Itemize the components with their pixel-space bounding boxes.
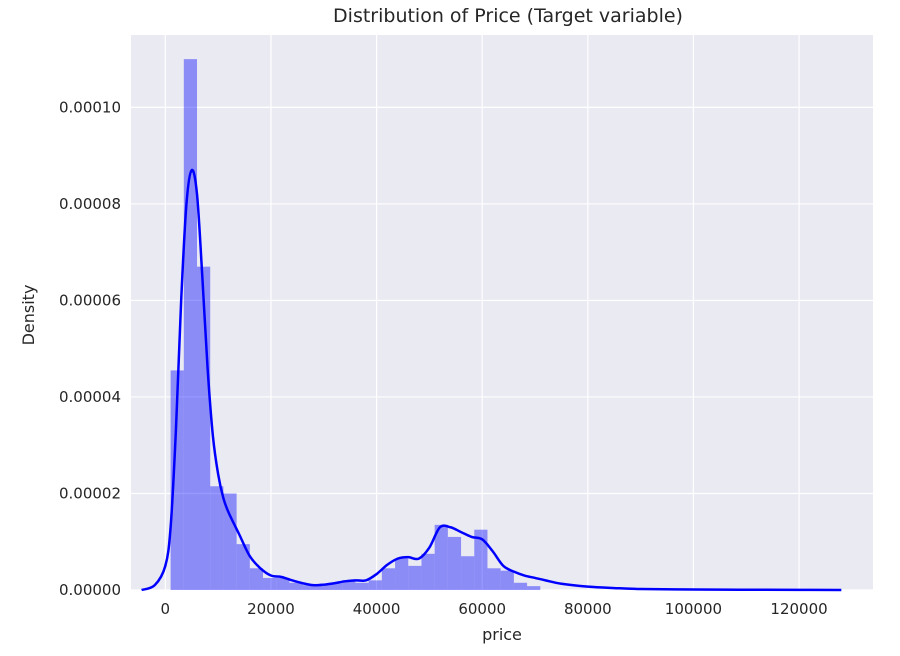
histogram-bars (170, 59, 541, 591)
histogram-bar (302, 585, 316, 590)
histogram-bar (355, 582, 369, 590)
histogram-bar (381, 568, 396, 590)
kde-curve (141, 168, 842, 592)
histogram-bar (223, 493, 237, 590)
histogram-bar (210, 486, 224, 590)
histogram-bar (236, 544, 250, 590)
grid-lines (131, 35, 873, 591)
histogram-bar (513, 582, 528, 590)
y-tick-label: 0.00010 (59, 98, 121, 116)
y-tick-label: 0.00008 (59, 195, 121, 213)
histogram-bar (447, 536, 462, 590)
x-tick-label: 20000 (247, 600, 295, 618)
x-axis-label: price (482, 625, 522, 644)
histogram-bar (434, 524, 448, 590)
y-axis-label: Density (19, 285, 38, 346)
histogram-bar (170, 370, 184, 590)
histogram-bar (289, 582, 303, 590)
y-tick-label: 0.00004 (59, 388, 121, 406)
histogram-bar (342, 580, 356, 590)
histogram-bar (421, 553, 435, 590)
histogram-bar (474, 529, 488, 590)
histogram-bar (368, 580, 382, 590)
chart-title: Distribution of Price (Target variable) (333, 5, 683, 27)
histogram-bar (183, 59, 198, 591)
x-tick-label: 60000 (458, 600, 506, 618)
histogram-bar (315, 585, 330, 590)
histogram-bar (527, 586, 541, 590)
histogram-bar (263, 577, 277, 590)
histogram-bar (500, 570, 514, 590)
histogram-bar (395, 558, 409, 590)
y-tick-labels: 0.00000 0.00002 0.00004 0.00006 0.00008 0.000… (59, 98, 121, 599)
histogram-bar (276, 577, 290, 590)
histogram-bar (461, 556, 475, 590)
histogram-bar (249, 568, 264, 590)
histogram-bar (408, 565, 422, 590)
x-tick-label: 40000 (353, 600, 401, 618)
y-tick-label: 0.00002 (59, 484, 121, 502)
y-tick-label: 0.00000 (59, 581, 121, 599)
x-tick-label: 100000 (665, 600, 722, 618)
y-tick-label: 0.00006 (59, 291, 121, 309)
histogram-bar (329, 582, 343, 590)
x-tick-label: 120000 (770, 600, 827, 618)
x-tick-label: 80000 (564, 600, 612, 618)
plot-area (131, 35, 873, 590)
histogram-bar (487, 568, 501, 590)
x-tick-labels: 0 20000 40000 60000 80000 100000 120000 (161, 600, 828, 618)
x-tick-label: 0 (161, 600, 171, 618)
